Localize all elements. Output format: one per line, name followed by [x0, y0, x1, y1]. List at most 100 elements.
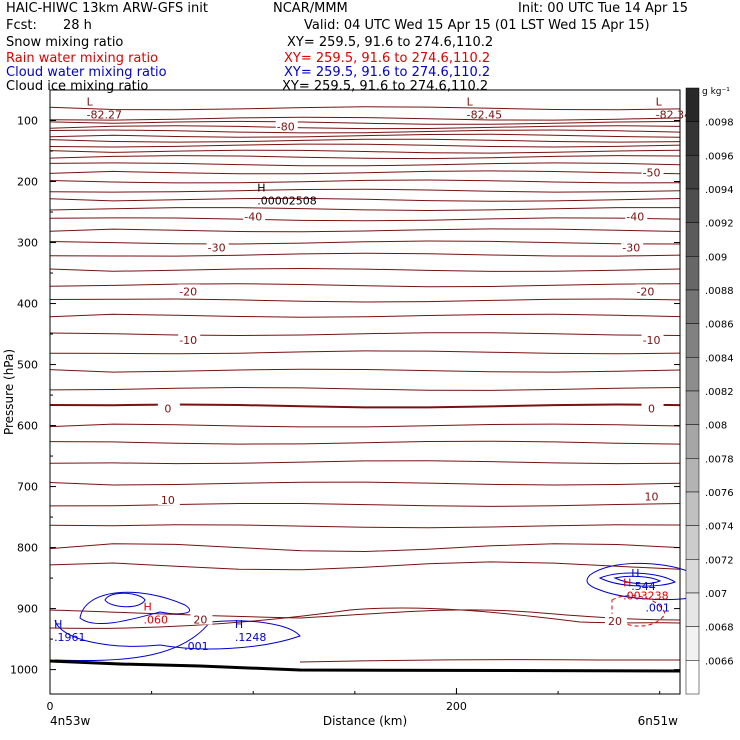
colorbar-swatch [685, 525, 700, 560]
extremum-value: -82.45 [467, 109, 502, 122]
isotherm-line [49, 267, 681, 272]
extremum-value: .00002508 [257, 195, 317, 208]
isotherm-label: -10 [179, 334, 197, 347]
forecast-hour: 28 h [63, 18, 92, 33]
isotherm-label: -30 [208, 241, 226, 254]
extremum-value: .003238 [623, 589, 669, 602]
isotherm-label-bg [635, 284, 658, 297]
model-title: HAIC-HIWC 13km ARW-GFS init [6, 1, 208, 16]
x-left-endpoint: 4n53w [50, 714, 91, 728]
cloud-water-contour [54, 619, 301, 662]
colorbar-swatch [685, 458, 700, 493]
isotherm-line [49, 368, 681, 373]
colorbar: .0098 .0096 .0094 .0092 .009 .0088 .0086 .0084.… [685, 87, 734, 695]
isotherm-line [299, 659, 680, 663]
extrema-labels: L-82.27L-82.45L-82.34H.00002508H.060H.00… [54, 96, 691, 653]
isotherm-line [49, 125, 681, 130]
extremum-value: .001 [645, 601, 670, 614]
isotherm-label: 20 [608, 615, 622, 628]
isotherm-label: -40 [244, 210, 262, 223]
isotherm-line [49, 217, 681, 222]
extremum-value: -82.27 [87, 109, 122, 122]
isotherm-line [49, 120, 681, 125]
cloud-water-contour [613, 575, 662, 585]
colorbar-swatch [685, 87, 700, 122]
colorbar-unit: g kg⁻¹ [702, 87, 730, 97]
extremum-value: .001 [184, 640, 209, 653]
extremum-marker: H [623, 576, 631, 589]
field-cloudwater-name: Cloud water mixing ratio [6, 65, 167, 80]
extremum-marker: L [87, 96, 94, 109]
colorbar-tick-label: .0088 [705, 286, 734, 297]
org-label: NCAR/MMM [273, 1, 348, 16]
y-tick-label: 800 [17, 542, 38, 555]
colorbar-tick-label: .0072 [705, 555, 734, 566]
colorbar-tick-label: .0098 [705, 118, 734, 129]
isotherm-label: 10 [161, 494, 175, 507]
colorbar-swatch [685, 357, 700, 392]
y-tick-label: 600 [17, 420, 38, 433]
field-cloudwater-xy: XY= 259.5, 91.6 to 274.6,110.2 [284, 65, 491, 80]
colorbar-tick-label: .0074 [705, 522, 734, 533]
colorbar-swatch [685, 323, 700, 358]
isotherm-line [49, 350, 681, 355]
isotherm-line [49, 149, 681, 154]
extremum-marker: L [467, 96, 474, 109]
isotherm-line [49, 129, 681, 134]
isotherm-line [49, 155, 681, 160]
isotherm-label: 0 [164, 402, 171, 415]
isotherm-label-bg [275, 119, 298, 132]
cloud-water-contour [104, 592, 146, 608]
colorbar-tick-label: .0096 [705, 151, 734, 162]
colorbar-swatch [685, 222, 700, 257]
isotherm-label: -80 [277, 121, 295, 134]
isotherm-line [49, 228, 681, 233]
isotherm-label-bg [621, 240, 644, 253]
isotherm-label: -50 [643, 166, 661, 179]
isotherm-line [49, 524, 681, 529]
cloud-water-contour [586, 562, 691, 601]
colorbar-tick-label: .0082 [705, 387, 734, 398]
isotherm-label-bg [157, 492, 180, 505]
colorbar-swatch [685, 626, 700, 661]
isotherm-line [49, 162, 681, 167]
isotherm-line [49, 460, 681, 465]
colorbar-tick-label: .0078 [705, 454, 734, 465]
isotherm-label: -30 [622, 241, 640, 254]
extremum-marker: H [257, 182, 265, 195]
isotherm-line [49, 138, 681, 143]
colorbar-tick-label: .0084 [705, 353, 734, 364]
terrain-line [49, 659, 681, 673]
extremum-marker: L [656, 96, 663, 109]
isotherm-label-bg [178, 333, 201, 346]
y-tick-label: 900 [17, 603, 38, 616]
y-tick-label: 1000 [10, 664, 38, 677]
cloud-water-contour [79, 591, 191, 625]
isotherm-line [49, 170, 681, 175]
isotherm-line [49, 386, 681, 391]
colorbar-tick-label: .0076 [705, 488, 734, 499]
field-rain-xy: XY= 259.5, 91.6 to 274.6,110.2 [284, 51, 491, 66]
isotherm-line [49, 609, 681, 621]
isotherm-label-bg [157, 401, 180, 414]
colorbar-swatch [685, 424, 700, 459]
extremum-value: .544 [631, 580, 656, 593]
colorbar-tick-label: .009 [705, 252, 727, 263]
colorbar-swatch [685, 256, 700, 291]
y-tick-label: 700 [17, 481, 38, 494]
colorbar-tick-label: .007 [705, 589, 727, 600]
isotherm-label-bg [604, 613, 627, 626]
isotherm-label: -20 [179, 285, 197, 298]
isotherm-line [49, 252, 681, 257]
isotherm-line [49, 440, 681, 445]
y-tick-label: 400 [17, 298, 38, 311]
isotherm-label: 0 [648, 402, 655, 415]
colorbar-swatch [685, 289, 700, 324]
isotherm-label: -20 [636, 285, 654, 298]
isotherm-line [49, 116, 681, 121]
isotherm-line [49, 543, 681, 553]
isotherm-label-bg [243, 209, 266, 222]
field-rain-name: Rain water mixing ratio [6, 51, 159, 66]
extremum-marker: H [631, 567, 639, 580]
isotherm-labels: -80 -50 -40 -40 -30 -30 -20 -20 -10 -10 0 0 10 10 20 20 [157, 119, 664, 628]
